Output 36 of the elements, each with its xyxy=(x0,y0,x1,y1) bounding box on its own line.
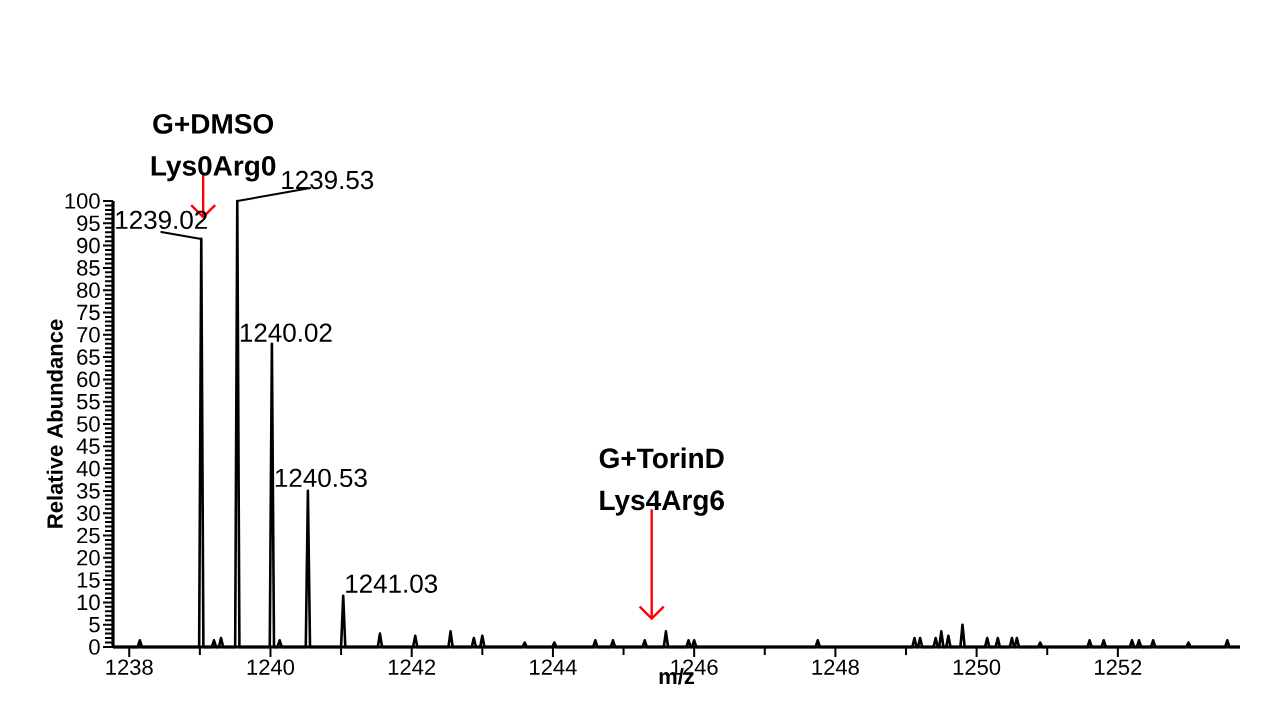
y-tick-label: 95 xyxy=(77,215,100,232)
annotation: 1239.53 xyxy=(282,170,374,190)
annotation: 1239.02 xyxy=(116,210,207,230)
text: G+DMSO Lys0Arg0 xyxy=(151,113,276,182)
x-tick-label: 1250 xyxy=(953,659,1001,675)
y-tick-label: 30 xyxy=(76,505,100,521)
y-tick-label: 50 xyxy=(77,416,100,432)
annotation: 1240.02 xyxy=(240,323,332,342)
y-tick-label: 80 xyxy=(77,282,100,298)
y-tick-label: 20 xyxy=(77,550,100,566)
annotation: 1241.03 xyxy=(346,574,438,593)
y-tick-label: 60 xyxy=(77,371,100,388)
y-tick-label: 5 xyxy=(89,617,100,633)
y-tick-label: 40 xyxy=(76,460,100,477)
y-tick-label: 10 xyxy=(77,594,100,611)
y-tick-label: 70 xyxy=(77,327,100,343)
y-tick-label: 55 xyxy=(77,394,100,410)
y-tick-label: 45 xyxy=(76,438,100,454)
y-tick-label: 0 xyxy=(89,639,100,655)
y-tick-label: 100 xyxy=(65,193,100,209)
y-tick-label: 25 xyxy=(77,527,100,544)
y-tick-label: 35 xyxy=(76,483,100,499)
y-tick-label: 85 xyxy=(77,260,100,276)
y-tick-label: 65 xyxy=(77,349,100,365)
annotation: 1240.53 xyxy=(275,468,367,488)
y-axis-title: Relative Abundance xyxy=(46,319,63,528)
annotation: G+TorinD Lys4Arg6 xyxy=(599,447,724,516)
x-tick-label: 1240 xyxy=(247,659,295,675)
y-tick-label: 15 xyxy=(77,572,100,588)
x-tick-label: 1238 xyxy=(106,659,153,675)
x-tick-label: 1244 xyxy=(530,659,577,675)
y-tick-label: 90 xyxy=(77,237,100,254)
y-tick-label: 75 xyxy=(77,304,100,321)
x-tick-label: 1242 xyxy=(388,659,436,675)
x-tick-label: 1252 xyxy=(1095,659,1142,675)
x-tick-label: 1248 xyxy=(812,659,859,675)
